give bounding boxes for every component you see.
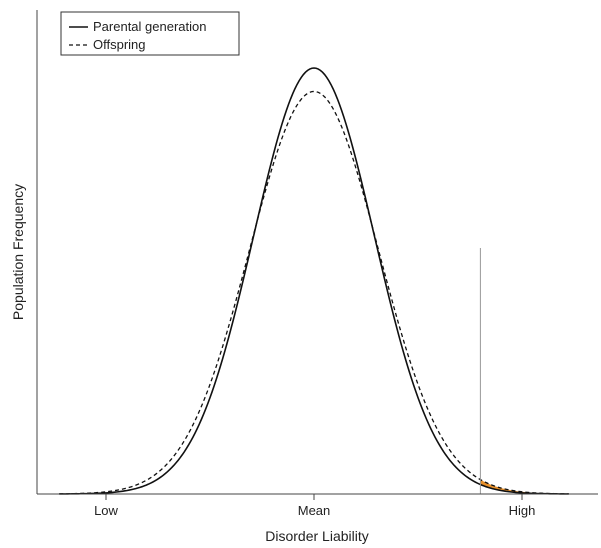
x-tick-label-mean: Mean — [298, 503, 331, 518]
legend-label-parental: Parental generation — [93, 19, 206, 34]
tail-fill-area — [480, 479, 569, 494]
x-tick-label-high: High — [509, 503, 536, 518]
series-line-parental — [59, 67, 569, 495]
plot-area — [59, 67, 569, 495]
x-ticks: Low Mean High — [94, 494, 535, 518]
legend-label-offspring: Offspring — [93, 37, 146, 52]
axes: Low Mean High Disorder Liability Populatio… — [10, 10, 598, 544]
x-tick-label-low: Low — [94, 503, 118, 518]
legend-box — [60, 11, 240, 56]
y-axis-label: Population Frequency — [10, 184, 26, 320]
legend: Parental generation Offspring — [60, 11, 240, 56]
series-line-offspring — [59, 90, 569, 495]
x-axis-label: Disorder Liability — [265, 528, 368, 544]
